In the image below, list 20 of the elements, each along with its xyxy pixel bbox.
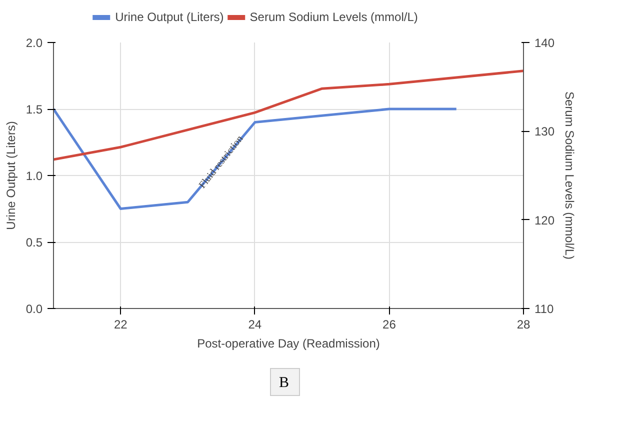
text: B bbox=[279, 374, 290, 393]
x-tick-label: 22 bbox=[114, 318, 128, 332]
y2-tick-label: 130 bbox=[534, 124, 555, 139]
y-tick-label: 0.5 bbox=[26, 236, 43, 250]
y2-tick-label: 120 bbox=[534, 213, 555, 228]
legend-label: Urine Output (Liters) bbox=[115, 10, 224, 24]
x-tick-label: 26 bbox=[382, 318, 396, 332]
y-tick-label: 0.0 bbox=[26, 302, 43, 316]
x-tick-label: 24 bbox=[248, 318, 262, 332]
line-series bbox=[54, 108, 458, 210]
y-tick-label: 1.5 bbox=[26, 102, 43, 116]
y2-axis-title: Serum Sodium Levels (mmol/L) bbox=[562, 91, 577, 260]
x-axis-title: Post-operative Day (Readmission) bbox=[197, 336, 380, 350]
x-tick-label: 28 bbox=[516, 318, 530, 332]
y-axis-title: Urine Output (Liters) bbox=[4, 121, 18, 230]
y2-tick-label: 140 bbox=[534, 36, 555, 50]
legend-label: Serum Sodium Levels (mmol/L) bbox=[250, 10, 418, 24]
y-tick-label: 2.0 bbox=[26, 36, 43, 50]
y2-tick-label: 110 bbox=[534, 302, 554, 316]
y-tick-label: 1.0 bbox=[26, 169, 43, 183]
